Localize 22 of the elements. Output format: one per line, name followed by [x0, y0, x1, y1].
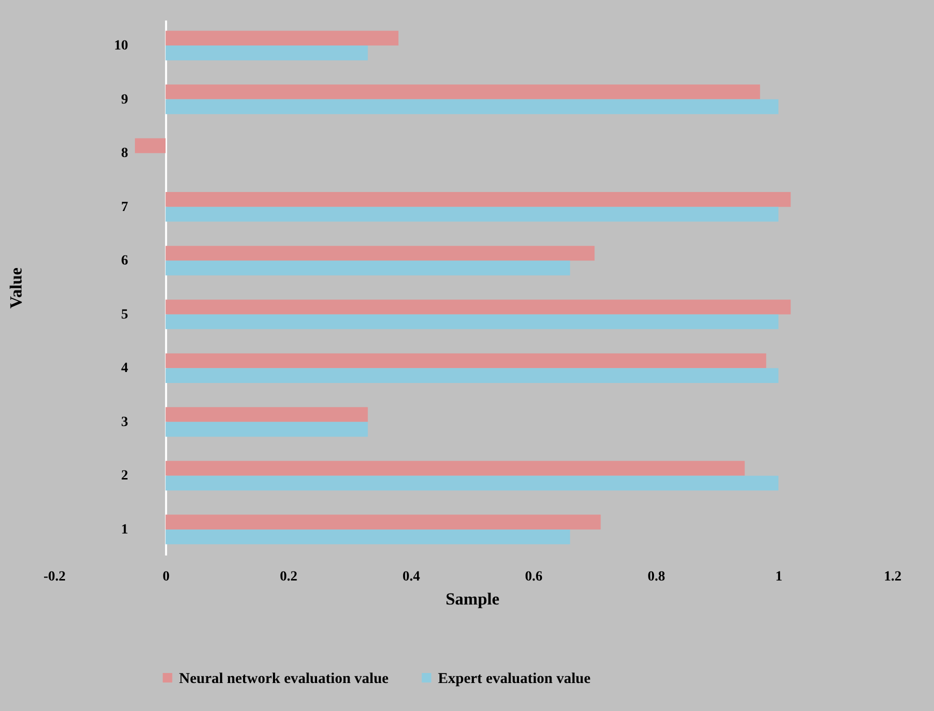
y-tick-label: 5 — [121, 307, 128, 322]
x-tick-label: 1.2 — [884, 570, 902, 584]
y-tick-label: 4 — [121, 361, 128, 376]
x-tick-label: 0.4 — [402, 570, 420, 584]
x-tick-label: 0.8 — [648, 570, 666, 584]
y-tick-label: 7 — [121, 200, 128, 215]
x-tick-label: 0 — [162, 570, 170, 584]
x-axis-title: Sample — [446, 590, 500, 608]
y-axis-title: Value — [6, 267, 26, 308]
x-tick-label: 0.2 — [280, 570, 298, 584]
y-tick-label: 10 — [114, 38, 128, 54]
legend-label: Neural network evaluation value — [179, 670, 389, 687]
y-tick-label: 8 — [121, 146, 128, 162]
legend-label: Expert evaluation value — [438, 670, 591, 687]
x-tick-label: 1 — [775, 570, 782, 584]
y-tick-label: 2 — [121, 468, 128, 484]
y-tick-label: 3 — [121, 414, 128, 430]
x-tick-label: -0.2 — [44, 570, 66, 584]
y-tick-label: 6 — [121, 254, 128, 269]
y-tick-label: 9 — [121, 92, 128, 108]
y-tick-label: 1 — [121, 522, 128, 538]
x-tick-label: 0.6 — [525, 570, 543, 584]
